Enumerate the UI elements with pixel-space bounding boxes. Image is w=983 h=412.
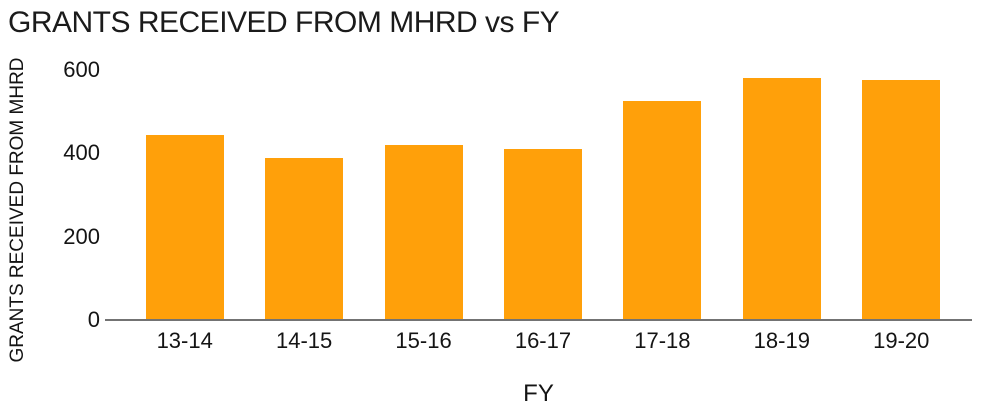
x-tick-label-13-14: 13-14 [156, 328, 213, 353]
bar-17-18[interactable] [623, 101, 702, 320]
x-axis-title: FY [523, 380, 554, 407]
y-axis-tick-labels: 0 200 400 600 [0, 59, 100, 331]
x-tick-label-15-16: 15-16 [395, 328, 452, 353]
chart-title: GRANTS RECEIVED FROM MHRD vs FY [8, 6, 560, 39]
bar-slot-18-19 [722, 70, 841, 320]
y-tick-label-400: 400 [63, 140, 100, 166]
x-tick-label-17-18: 17-18 [634, 328, 691, 353]
bar-19-20[interactable] [862, 80, 941, 320]
y-tick-label-200: 200 [63, 223, 100, 249]
plot-area [105, 70, 972, 321]
bar-slot-17-18 [603, 70, 722, 320]
bar-13-14[interactable] [145, 134, 224, 320]
x-tick-label-14-15: 14-15 [275, 328, 333, 353]
bar-16-17[interactable] [503, 149, 582, 320]
x-tick-label-16-17: 16-17 [514, 328, 572, 353]
y-tick-label-0: 0 [87, 307, 100, 332]
bars [125, 70, 961, 320]
x-axis-line [105, 319, 972, 321]
bar-slot-14-15 [244, 70, 363, 320]
bar-slot-15-16 [364, 70, 483, 320]
bar-slot-13-14 [125, 70, 244, 320]
bar-14-15[interactable] [265, 157, 344, 320]
bar-slot-16-17 [483, 70, 602, 320]
y-tick-label-600: 600 [63, 57, 100, 82]
bar-slot-19-20 [842, 70, 961, 320]
bar-15-16[interactable] [384, 145, 463, 320]
x-tick-label-19-20: 19-20 [873, 328, 930, 353]
bar-18-19[interactable] [742, 78, 821, 320]
x-axis-tick-labels: 13-14 14-15 15-16 16-17 17-18 18-19 19-20 [125, 328, 961, 354]
x-tick-label-18-19: 18-19 [753, 328, 810, 353]
